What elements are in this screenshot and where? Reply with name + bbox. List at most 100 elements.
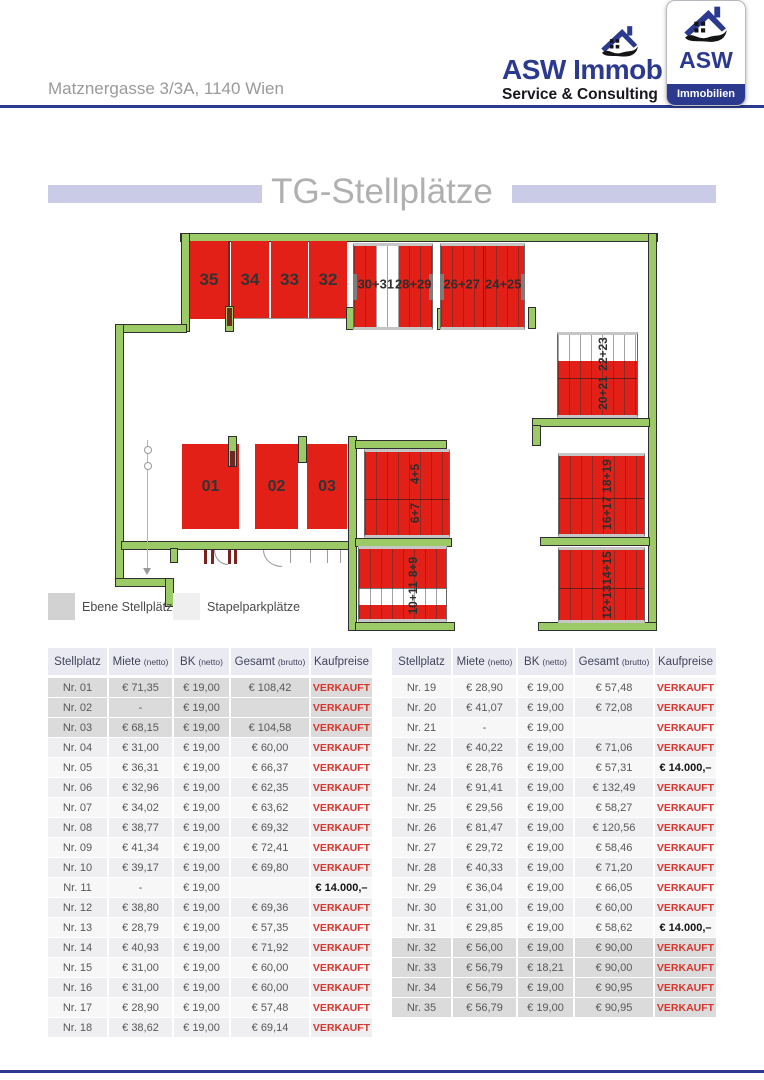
- spot-label: 28+29: [395, 276, 432, 292]
- wall-segment: [648, 233, 657, 631]
- cell-gesamt: € 90,95: [573, 998, 653, 1017]
- plan-line: [310, 550, 311, 563]
- cell-nr: Nr. 06: [48, 778, 107, 797]
- spot-label: 16+17: [600, 496, 615, 530]
- cell-miete: -: [107, 698, 172, 717]
- wall-segment: [121, 541, 357, 550]
- cell-nr: Nr. 16: [48, 978, 107, 997]
- cell-nr: Nr. 10: [48, 858, 107, 877]
- cell-nr: Nr. 28: [392, 858, 451, 877]
- cell-gesamt: € 72,41: [229, 838, 309, 857]
- empty-platform: [376, 246, 399, 327]
- cell-bk: € 19,00: [172, 858, 229, 877]
- cell-gesamt: € 132,49: [573, 778, 653, 797]
- wall-segment: [355, 440, 447, 449]
- spot-label: 34: [240, 270, 260, 289]
- table-row: Nr. 33 € 56,79 € 18,21 € 90,00 VERKAUFT: [392, 958, 716, 977]
- col-header-bk: BK (netto): [172, 648, 229, 675]
- cell-nr: Nr. 08: [48, 818, 107, 837]
- door-jamb: [211, 550, 214, 564]
- cell-nr: Nr. 34: [392, 978, 451, 997]
- title-banner: TG-Stellplätze: [0, 168, 764, 216]
- cell-kauf: VERKAUFT: [653, 958, 716, 977]
- cell-nr: Nr. 12: [48, 898, 107, 917]
- cell-nr: Nr. 09: [48, 838, 107, 857]
- cell-kauf: VERKAUFT: [653, 998, 716, 1017]
- stack-unit-26-27-24-25: 26+27 24+25: [440, 243, 525, 330]
- cell-kauf: VERKAUFT: [309, 738, 372, 757]
- dimension-arrow: [143, 568, 151, 575]
- cell-gesamt: € 69,36: [229, 898, 309, 917]
- col-header-stellplatz: Stellplatz: [48, 648, 107, 675]
- spot-label: 01: [201, 477, 220, 495]
- cell-miete: € 31,00: [451, 898, 516, 917]
- cell-miete: € 41,07: [451, 698, 516, 717]
- cell-miete: € 40,33: [451, 858, 516, 877]
- footer-divider: [0, 1070, 764, 1073]
- unit-divider: [482, 246, 484, 327]
- cell-kauf: VERKAUFT: [653, 978, 716, 997]
- door-swing-arc: [263, 550, 282, 567]
- cell-gesamt: € 69,32: [229, 818, 309, 837]
- cell-bk: € 19,00: [516, 998, 573, 1017]
- spot-label: 6+7: [408, 503, 423, 524]
- wall-segment: [532, 425, 541, 446]
- col-header-miete: Miete (netto): [451, 648, 516, 675]
- cell-kauf: VERKAUFT: [309, 718, 372, 737]
- legend-label-ebene: Ebene Stellplätze: [82, 600, 180, 614]
- cell-nr: Nr. 13: [48, 918, 107, 937]
- spot-label: 35: [199, 270, 219, 289]
- wall-stub: [228, 436, 237, 467]
- cell-nr: Nr. 32: [392, 938, 451, 957]
- cell-kauf: VERKAUFT: [653, 798, 716, 817]
- cell-gesamt: € 62,35: [229, 778, 309, 797]
- empty-platform: [359, 588, 446, 605]
- cell-bk: € 19,00: [516, 838, 573, 857]
- cell-miete: € 28,90: [451, 678, 516, 697]
- spot-edge-line: [231, 318, 347, 319]
- cell-miete: € 71,35: [107, 678, 172, 697]
- lift-column: [429, 273, 433, 300]
- cell-nr: Nr. 14: [48, 938, 107, 957]
- garage-floorplan: 35 34 33 32 30+31 28+29 26+27 24+25: [110, 226, 672, 642]
- cell-kauf: VERKAUFT: [309, 858, 372, 877]
- cell-gesamt: € 63,62: [229, 798, 309, 817]
- plan-line: [340, 550, 341, 563]
- cell-nr: Nr. 25: [392, 798, 451, 817]
- stack-rails: [559, 456, 644, 534]
- cell-bk: € 19,00: [172, 678, 229, 697]
- cell-nr: Nr. 26: [392, 818, 451, 837]
- table-row: Nr. 27 € 29,72 € 19,00 € 58,46 VERKAUFT: [392, 838, 716, 857]
- wall-core: [227, 308, 232, 326]
- cell-gesamt: [229, 698, 309, 717]
- cell-bk: € 19,00: [172, 878, 229, 897]
- spot-label: 03: [318, 477, 336, 495]
- title-bar-left: [48, 185, 262, 203]
- cell-kauf: VERKAUFT: [309, 818, 372, 837]
- plan-line: [327, 550, 328, 563]
- cell-nr: Nr. 23: [392, 758, 451, 777]
- wall-segment: [540, 537, 650, 546]
- cell-bk: € 19,00: [516, 878, 573, 897]
- cell-gesamt: € 69,14: [229, 1018, 309, 1037]
- cell-kauf: VERKAUFT: [309, 698, 372, 717]
- cell-miete: € 31,00: [107, 958, 172, 977]
- dimension-marker: [144, 446, 152, 454]
- cell-gesamt: € 120,56: [573, 818, 653, 837]
- cell-gesamt: € 90,00: [573, 938, 653, 957]
- wall-segment: [532, 418, 650, 427]
- table-row: Nr. 14 € 40,93 € 19,00 € 71,92 VERKAUFT: [48, 938, 372, 957]
- cell-miete: € 40,93: [107, 938, 172, 957]
- col-header-kaufpreise: Kaufpreise: [309, 648, 372, 675]
- unit-divider: [558, 378, 637, 379]
- cell-bk: € 19,00: [172, 778, 229, 797]
- cell-nr: Nr. 11: [48, 878, 107, 897]
- cell-nr: Nr. 33: [392, 958, 451, 977]
- table-row: Nr. 10 € 39,17 € 19,00 € 69,80 VERKAUFT: [48, 858, 372, 877]
- cell-gesamt: € 57,48: [573, 678, 653, 697]
- col-sublabel: (brutto): [277, 656, 306, 667]
- lift-column: [353, 273, 357, 300]
- stack-rails: [559, 550, 644, 620]
- cell-kauf: VERKAUFT: [309, 778, 372, 797]
- spot-label: 18+19: [600, 458, 615, 493]
